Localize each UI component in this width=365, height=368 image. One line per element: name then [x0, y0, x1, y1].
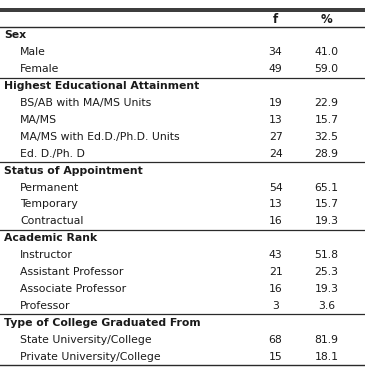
Text: 28.9: 28.9: [315, 149, 339, 159]
Text: 15.7: 15.7: [315, 115, 339, 125]
Text: 13: 13: [269, 115, 283, 125]
Text: Status of Appointment: Status of Appointment: [4, 166, 143, 176]
Text: 13: 13: [269, 199, 283, 209]
Text: 81.9: 81.9: [315, 335, 339, 345]
Text: 3.6: 3.6: [318, 301, 335, 311]
Text: MA/MS: MA/MS: [20, 115, 57, 125]
Text: Academic Rank: Academic Rank: [4, 233, 97, 243]
Text: Male: Male: [20, 47, 46, 57]
Text: Professor: Professor: [20, 301, 70, 311]
Text: 27: 27: [269, 132, 283, 142]
Text: 19: 19: [269, 98, 283, 108]
Text: 19.3: 19.3: [315, 284, 339, 294]
Text: Permanent: Permanent: [20, 183, 79, 192]
Text: 65.1: 65.1: [315, 183, 339, 192]
Text: 15: 15: [269, 351, 283, 362]
Text: Private University/College: Private University/College: [20, 351, 161, 362]
Text: 54: 54: [269, 183, 283, 192]
Text: 18.1: 18.1: [315, 351, 339, 362]
Text: State University/College: State University/College: [20, 335, 152, 345]
Text: 25.3: 25.3: [315, 267, 339, 277]
Text: 22.9: 22.9: [315, 98, 339, 108]
Text: Ed. D./Ph. D: Ed. D./Ph. D: [20, 149, 85, 159]
Text: Assistant Professor: Assistant Professor: [20, 267, 123, 277]
Text: Female: Female: [20, 64, 59, 74]
Text: 49: 49: [269, 64, 283, 74]
Text: 59.0: 59.0: [315, 64, 339, 74]
Text: Type of College Graduated From: Type of College Graduated From: [4, 318, 201, 328]
Text: Contractual: Contractual: [20, 216, 84, 226]
Text: 19.3: 19.3: [315, 216, 339, 226]
Text: 68: 68: [269, 335, 283, 345]
Text: 15.7: 15.7: [315, 199, 339, 209]
Text: 34: 34: [269, 47, 283, 57]
Text: 21: 21: [269, 267, 283, 277]
Text: Instructor: Instructor: [20, 250, 73, 260]
Text: 3: 3: [272, 301, 279, 311]
Text: Associate Professor: Associate Professor: [20, 284, 126, 294]
Text: 24: 24: [269, 149, 283, 159]
Text: 16: 16: [269, 216, 283, 226]
Text: BS/AB with MA/MS Units: BS/AB with MA/MS Units: [20, 98, 151, 108]
Text: 16: 16: [269, 284, 283, 294]
Text: f: f: [273, 13, 278, 26]
Text: Highest Educational Attainment: Highest Educational Attainment: [4, 81, 200, 91]
Text: 32.5: 32.5: [315, 132, 339, 142]
Text: Sex: Sex: [4, 30, 27, 40]
Text: 41.0: 41.0: [315, 47, 339, 57]
Text: %: %: [321, 13, 333, 26]
Text: 51.8: 51.8: [315, 250, 339, 260]
Text: MA/MS with Ed.D./Ph.D. Units: MA/MS with Ed.D./Ph.D. Units: [20, 132, 180, 142]
Text: 43: 43: [269, 250, 283, 260]
Text: Temporary: Temporary: [20, 199, 78, 209]
